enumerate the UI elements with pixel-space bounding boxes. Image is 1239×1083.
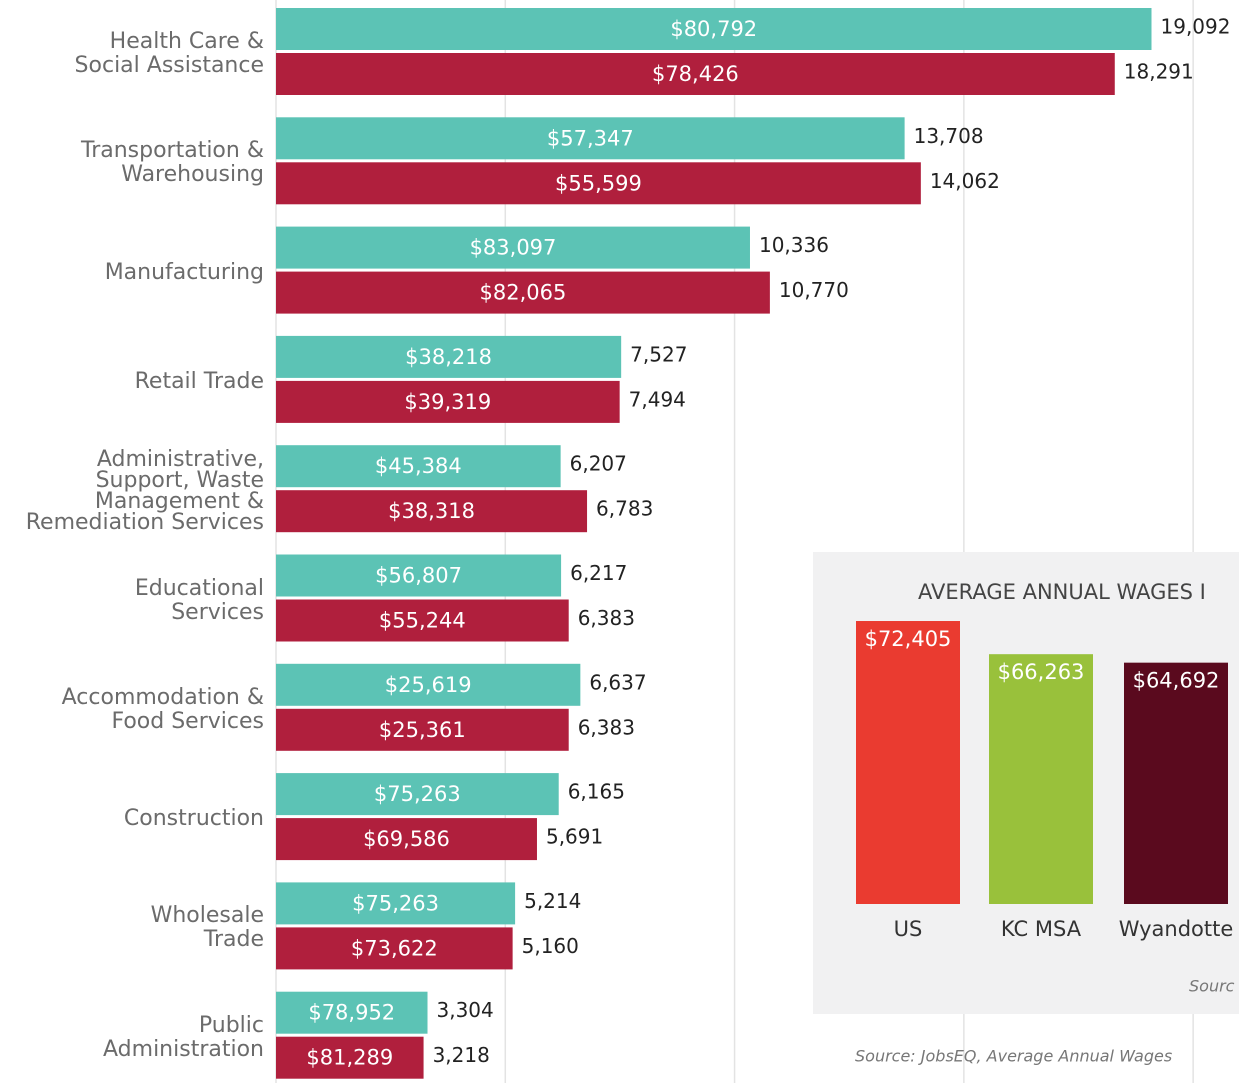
value-label: 19,092 xyxy=(1161,15,1231,39)
value-label: 14,062 xyxy=(930,169,1000,193)
value-label: 6,217 xyxy=(570,561,627,585)
wage-label: $81,289 xyxy=(306,1046,393,1070)
x-tick-label: Wyandotte xyxy=(1119,917,1234,941)
category-label: Manufacturing xyxy=(104,259,264,285)
value-label: 7,527 xyxy=(630,342,687,366)
wage-label: $69,586 xyxy=(363,827,450,851)
category-label: Administrative, Support, Waste Managemen… xyxy=(25,447,264,536)
source-note: Source: JobsEQ, Average Annual Wages xyxy=(855,1047,1172,1066)
bar xyxy=(276,490,588,533)
inset-source: Sourc xyxy=(1189,977,1235,996)
bar xyxy=(276,882,516,925)
value-label: 6,383 xyxy=(578,606,635,630)
wage-label: $56,807 xyxy=(375,564,462,588)
category-label: Accommodation & Food Services xyxy=(61,684,264,734)
value-label: 6,207 xyxy=(570,452,627,476)
category-label: Educational Services xyxy=(134,575,264,625)
value-label: 10,336 xyxy=(759,233,829,257)
bar xyxy=(276,226,750,269)
wage-label: $57,347 xyxy=(547,126,634,150)
value-label: 10,770 xyxy=(779,278,849,302)
value-label: $66,263 xyxy=(998,660,1085,684)
value-label: 6,383 xyxy=(578,715,635,739)
value-label: $72,405 xyxy=(865,627,952,651)
bar xyxy=(276,1036,424,1079)
bar xyxy=(276,53,1115,95)
bar xyxy=(276,927,513,970)
bar xyxy=(276,708,569,751)
wage-label: $55,599 xyxy=(555,171,642,195)
wage-label: $75,263 xyxy=(352,891,439,915)
wage-label: $82,065 xyxy=(480,281,567,305)
value-label: 3,304 xyxy=(437,998,494,1022)
bar xyxy=(276,271,770,314)
value-label: 6,637 xyxy=(589,670,646,694)
bar xyxy=(276,991,428,1034)
bar xyxy=(276,162,921,205)
value-label: 3,218 xyxy=(433,1043,490,1067)
wage-label: $39,319 xyxy=(404,390,491,414)
category-label: Public Administration xyxy=(103,1012,264,1062)
bar xyxy=(276,335,622,378)
bar xyxy=(276,818,537,861)
bar xyxy=(276,117,905,160)
bar xyxy=(856,621,960,904)
bar xyxy=(989,654,1093,904)
value-label: $64,692 xyxy=(1133,669,1220,693)
wage-label: $38,318 xyxy=(388,499,475,523)
inset-chart: $72,405 US $66,263 KC MSA $64,692 Wyandotte xyxy=(856,621,1233,941)
value-label: 18,291 xyxy=(1124,60,1194,84)
wage-label: $55,244 xyxy=(379,609,466,633)
wage-label: $38,218 xyxy=(405,345,492,369)
wage-label: $45,384 xyxy=(375,454,462,478)
bar xyxy=(276,8,1152,50)
category-label: Transportation & Warehousing xyxy=(80,138,264,188)
value-label: 7,494 xyxy=(629,387,686,411)
value-label: 6,165 xyxy=(568,780,625,804)
value-label: 5,160 xyxy=(522,934,579,958)
value-label: 5,214 xyxy=(524,889,581,913)
bar xyxy=(276,599,569,642)
wage-label: $80,792 xyxy=(670,17,757,41)
bar xyxy=(276,445,561,488)
bar xyxy=(276,380,620,423)
bars: $80,792 19,092 $78,426 18,291 $57,347 13,708 $… xyxy=(276,8,1230,1079)
bar xyxy=(1124,662,1228,904)
wage-label: $78,426 xyxy=(652,62,739,86)
wage-label: $83,097 xyxy=(470,236,557,260)
category-label: Health Care & Social Assistance xyxy=(74,29,264,78)
x-tick-label: US xyxy=(894,917,923,941)
wage-label: $75,263 xyxy=(374,782,461,806)
bar xyxy=(276,773,559,816)
inset-title: AVERAGE ANNUAL WAGES I xyxy=(918,580,1206,604)
wage-label: $25,619 xyxy=(385,673,472,697)
wage-label: $25,361 xyxy=(379,718,466,742)
value-label: 13,708 xyxy=(914,124,984,148)
x-tick-label: KC MSA xyxy=(1001,917,1082,941)
category-label: Wholesale Trade xyxy=(150,903,264,953)
value-label: 5,691 xyxy=(546,825,603,849)
category-label: Retail Trade xyxy=(134,368,264,394)
bar xyxy=(276,663,581,706)
wage-label: $73,622 xyxy=(351,936,438,960)
category-label: Construction xyxy=(123,806,264,832)
bar xyxy=(276,554,562,597)
wage-label: $78,952 xyxy=(308,1001,395,1025)
value-label: 6,783 xyxy=(596,497,653,521)
